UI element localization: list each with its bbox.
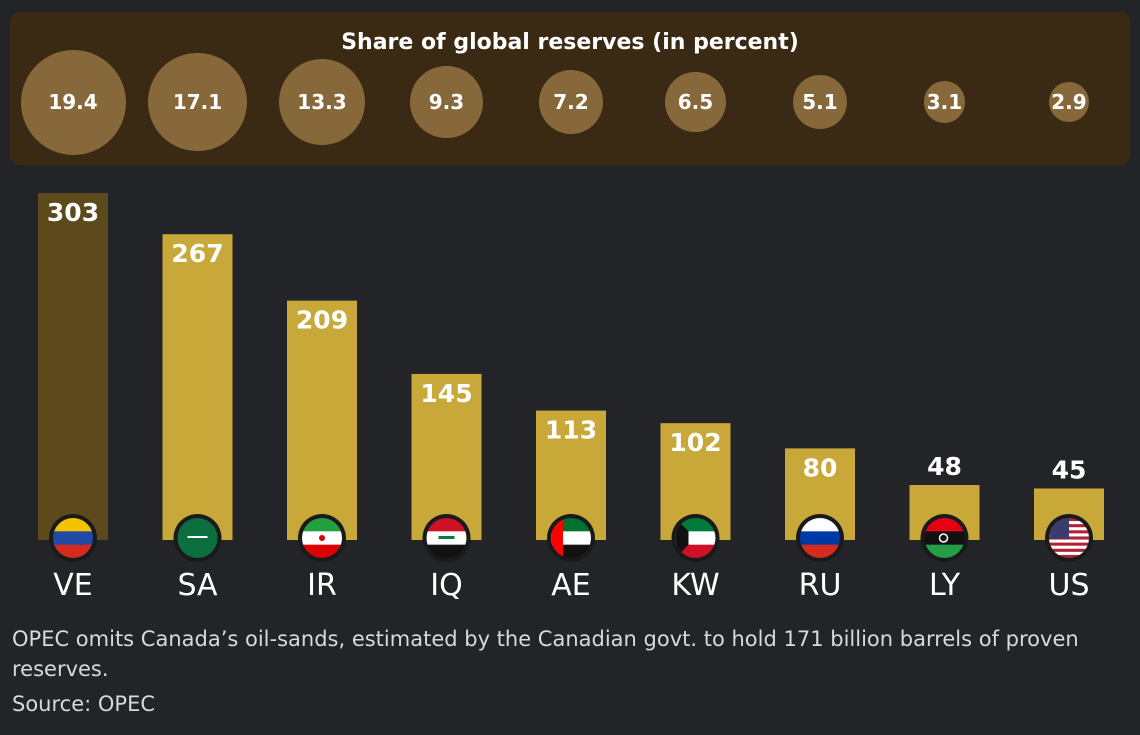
reserves-bar-chart: 303 VE 267 SA 209 IR 145 IQ 113 AE 102 KW 80 RU 48 LY 45… [38, 193, 1104, 603]
share-bubble-sa: 17.1 [148, 52, 247, 152]
saudi-arabia-flag-icon [173, 514, 222, 562]
source-note: Source: OPEC [12, 692, 156, 716]
category-label-sa: SA [177, 568, 218, 603]
share-bubble-ly: 3.1 [923, 81, 966, 123]
iraq-flag-icon [422, 514, 471, 562]
bar-value-ir: 209 [296, 306, 348, 335]
category-label-ae: AE [551, 568, 590, 603]
bar-sa [162, 234, 233, 540]
category-label-ir: IR [307, 568, 337, 603]
share-bubble-ve: 19.4 [20, 49, 126, 155]
uae-flag-icon [547, 514, 595, 562]
category-label-ly: LY [929, 568, 961, 603]
venezuela-flag-icon [49, 514, 97, 562]
libya-flag-icon [920, 514, 969, 562]
share-title: Share of global reserves (in percent) [341, 30, 799, 55]
russia-flag-icon [796, 514, 844, 562]
share-bubble-ae: 7.2 [539, 70, 603, 134]
category-label-ru: RU [799, 568, 842, 603]
bar-value-iq: 145 [420, 379, 472, 408]
share-panel: Share of global reserves (in percent) 19… [10, 12, 1130, 165]
share-bubble-ru: 5.1 [793, 75, 847, 129]
bar-value-us: 45 [1052, 455, 1087, 484]
bar-value-ru: 80 [803, 453, 838, 482]
bar-value-kw: 102 [669, 428, 721, 457]
bar-ve [38, 193, 108, 540]
share-bubble-iq: 9.3 [410, 65, 483, 139]
bar-value-ly: 48 [927, 452, 962, 481]
category-label-iq: IQ [430, 568, 462, 603]
share-bubble-us: 2.9 [1048, 81, 1090, 123]
bar-iq [411, 373, 482, 540]
share-bubble-kw: 6.5 [665, 71, 726, 133]
iran-flag-icon [298, 514, 346, 562]
bar-value-ve: 303 [47, 198, 99, 227]
footnote: OPEC omits Canada’s oil-sands, estimated… [12, 627, 1079, 681]
share-bubble-ir: 13.3 [278, 58, 366, 146]
usa-flag-icon [1045, 514, 1093, 562]
bar-value-sa: 267 [171, 239, 223, 268]
category-label-us: US [1048, 568, 1089, 603]
bar-ir [287, 300, 357, 540]
category-label-kw: KW [671, 568, 719, 603]
kuwait-flag-icon [671, 514, 720, 562]
bar-value-ae: 113 [545, 416, 597, 445]
category-label-ve: VE [53, 568, 92, 603]
